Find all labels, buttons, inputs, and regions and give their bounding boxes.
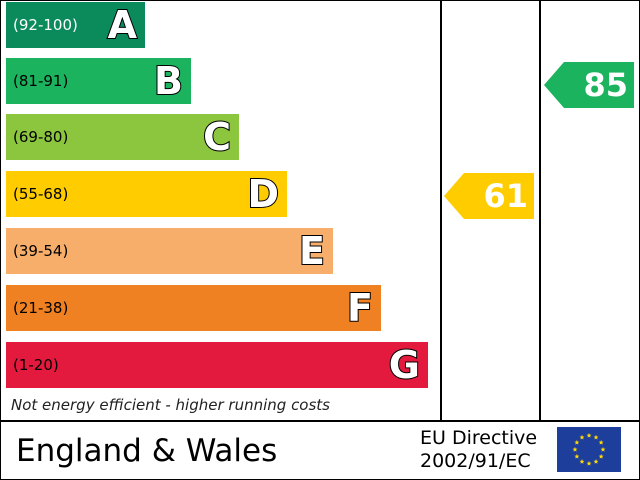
eu-star-icon bbox=[579, 434, 585, 440]
eu-flag-stars bbox=[572, 432, 606, 466]
band-letter: G bbox=[388, 342, 421, 388]
potential-arrow-shape bbox=[544, 62, 634, 108]
band-e: (39-54) E bbox=[6, 228, 333, 274]
eu-star-icon bbox=[593, 459, 599, 464]
band-d: (55-68) D bbox=[6, 171, 287, 217]
directive-line-1: EU Directive bbox=[420, 427, 538, 449]
eu-star-icon bbox=[572, 446, 578, 452]
band-range-label: (1-20) bbox=[13, 356, 59, 374]
band-a: (92-100) A bbox=[6, 2, 145, 48]
band-g: (1-20) G bbox=[6, 342, 428, 388]
band-c: (69-80) C bbox=[6, 114, 239, 160]
band-range-label: (92-100) bbox=[13, 16, 78, 34]
band-letter: E bbox=[298, 228, 326, 274]
eu-star-icon bbox=[574, 453, 580, 459]
band-letter: C bbox=[202, 114, 232, 160]
footer-divider bbox=[0, 420, 640, 422]
country-label: England & Wales bbox=[16, 433, 278, 469]
eu-star-icon bbox=[586, 432, 592, 438]
eu-star-icon bbox=[600, 446, 606, 452]
eu-directive-label: EU Directive 2002/91/EC bbox=[420, 427, 537, 473]
eu-star-icon bbox=[586, 460, 592, 466]
eu-flag-icon bbox=[557, 427, 621, 472]
band-range-label: (69-80) bbox=[13, 128, 69, 146]
eu-star-icon bbox=[574, 439, 580, 445]
potential-rating-arrow: 85 bbox=[544, 62, 634, 108]
band-range-label: (39-54) bbox=[13, 242, 69, 260]
current-arrow-shape bbox=[444, 173, 534, 219]
band-b: (81-91) B bbox=[6, 58, 191, 104]
eu-star-icon bbox=[598, 453, 604, 459]
band-letter: B bbox=[153, 58, 184, 104]
band-range-label: (21-38) bbox=[13, 299, 69, 317]
current-rating-arrow: 61 bbox=[444, 173, 534, 219]
footnote: Not energy efficient - higher running co… bbox=[11, 396, 330, 414]
column-divider-current bbox=[440, 0, 442, 421]
eu-star-icon bbox=[579, 459, 585, 464]
eu-star-icon bbox=[593, 434, 599, 440]
potential-rating-value: 85 bbox=[583, 66, 628, 104]
band-letter: A bbox=[107, 2, 138, 48]
eu-star-icon bbox=[598, 439, 604, 445]
band-letter: D bbox=[246, 171, 280, 217]
band-letter: F bbox=[346, 285, 374, 331]
directive-line-2: 2002/91/EC bbox=[420, 450, 531, 472]
band-f: (21-38) F bbox=[6, 285, 381, 331]
band-range-label: (55-68) bbox=[13, 185, 69, 203]
current-rating-value: 61 bbox=[483, 177, 528, 215]
band-range-label: (81-91) bbox=[13, 72, 69, 90]
column-divider-potential bbox=[539, 0, 541, 421]
